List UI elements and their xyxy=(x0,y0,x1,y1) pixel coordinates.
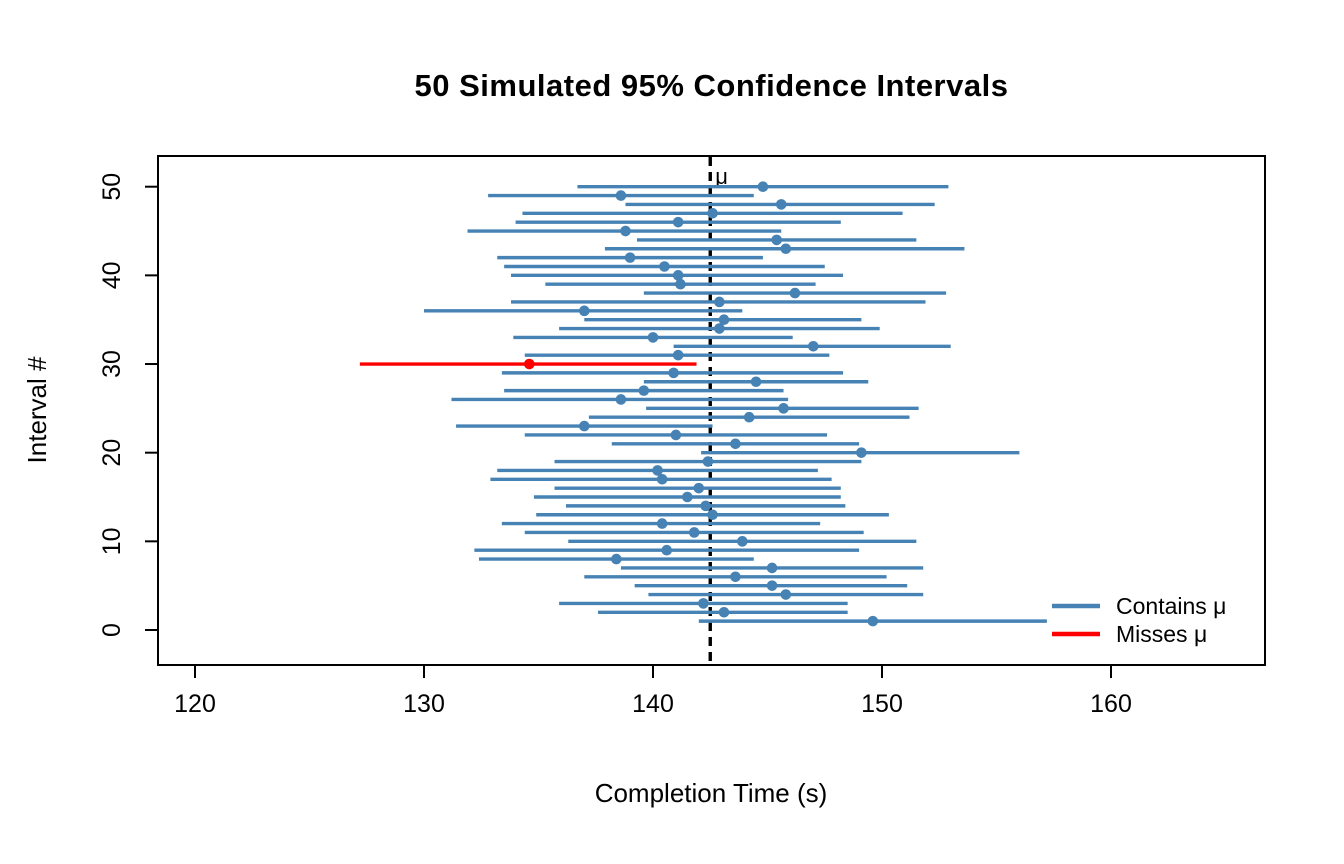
legend-label-misses-mu: Misses μ xyxy=(1116,621,1207,647)
y-axis-label: Interval # xyxy=(22,356,52,463)
ci-mean-dot xyxy=(867,615,879,627)
ci-mean-dot xyxy=(524,358,535,370)
x-tick-label: 120 xyxy=(174,690,216,718)
ci-mean-dot xyxy=(714,296,725,308)
x-tick-label: 140 xyxy=(632,690,674,718)
ci-mean-dot xyxy=(611,553,622,565)
plot-border xyxy=(157,155,1266,666)
legend: Contains μ Misses μ xyxy=(1052,593,1226,647)
chart-title: 50 Simulated 95% Confidence Intervals xyxy=(414,68,1009,103)
ci-mean-dot xyxy=(624,252,636,263)
ci-mean-dot xyxy=(730,438,741,450)
ci-mean-dot xyxy=(659,261,670,272)
y-tick-label: 50 xyxy=(98,173,126,201)
ci-mean-dot xyxy=(579,420,590,432)
ci-mean-dot xyxy=(856,447,867,458)
ci-mean-dot xyxy=(766,562,778,574)
y-tick-label: 40 xyxy=(98,261,126,289)
y-tick-label: 30 xyxy=(98,350,126,378)
ci-mean-dot xyxy=(808,340,819,352)
ci-mean-dot xyxy=(771,234,782,246)
ci-mean-dot xyxy=(688,527,700,538)
ci-mean-dot xyxy=(780,589,792,600)
ci-mean-dot xyxy=(579,305,590,317)
ci-mean-dot xyxy=(615,190,627,201)
ci-mean-dot xyxy=(647,332,659,343)
ci-mean-dot xyxy=(737,536,748,547)
ci-mean-dot xyxy=(707,509,718,521)
ci-mean-dot xyxy=(750,376,762,388)
ci-mean-dot xyxy=(682,491,693,503)
ci-mean-dot xyxy=(778,403,789,414)
ci-mean-dot xyxy=(672,349,684,361)
ci-mean-dot xyxy=(675,278,686,290)
ci-mean-dot xyxy=(714,323,725,334)
ci-mean-dot xyxy=(757,181,769,192)
ci-mean-dot xyxy=(620,225,631,237)
ci-mean-dot xyxy=(672,270,684,281)
ci-mean-dot xyxy=(718,606,730,618)
ci-mean-dot xyxy=(656,473,668,485)
ci-mean-dot xyxy=(668,367,679,379)
ci-mean-dot xyxy=(780,243,792,255)
mu-label: μ xyxy=(715,164,728,189)
ci-mean-dot xyxy=(775,199,787,210)
ci-mean-dot xyxy=(656,518,668,529)
ci-mean-dot xyxy=(698,598,709,609)
y-tick-label: 20 xyxy=(98,439,126,467)
y-tick-label: 10 xyxy=(98,527,126,555)
ci-mean-dot xyxy=(702,456,714,467)
ci-mean-dot xyxy=(672,216,684,228)
ci-mean-dot xyxy=(661,544,673,556)
ci-mean-dot xyxy=(652,465,663,476)
ci-mean-dot xyxy=(670,429,682,441)
legend-label-contains-mu: Contains μ xyxy=(1116,593,1226,619)
y-axis-ticks: 0 10 20 30 40 50 xyxy=(98,173,158,637)
ci-mean-dot xyxy=(700,500,711,512)
ci-mean-dot xyxy=(718,314,730,325)
y-tick-label: 0 xyxy=(98,623,126,637)
ci-mean-dot xyxy=(693,482,705,494)
x-tick-label: 130 xyxy=(403,690,445,718)
ci-mean-dot xyxy=(707,207,718,219)
ci-mean-dot xyxy=(789,287,801,299)
ci-mean-dot xyxy=(638,385,650,396)
x-tick-label: 150 xyxy=(861,690,903,718)
ci-mean-dot xyxy=(615,394,627,405)
ci-mean-dot xyxy=(743,411,755,423)
x-tick-label: 160 xyxy=(1090,690,1132,718)
x-axis-label: Completion Time (s) xyxy=(595,778,828,808)
ci-mean-dot xyxy=(766,580,778,591)
interval-series xyxy=(359,181,1047,627)
x-axis-ticks: 120 130 140 150 160 xyxy=(174,665,1132,718)
ci-mean-dot xyxy=(730,571,741,583)
